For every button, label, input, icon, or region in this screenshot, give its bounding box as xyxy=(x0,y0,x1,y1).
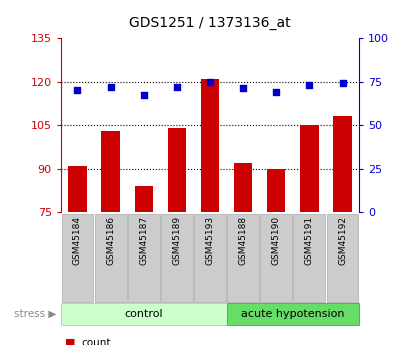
Text: GSM45184: GSM45184 xyxy=(73,216,82,265)
Bar xyxy=(135,186,153,212)
Bar xyxy=(102,131,120,212)
Text: GDS1251 / 1373136_at: GDS1251 / 1373136_at xyxy=(129,16,291,30)
Point xyxy=(306,82,313,88)
Text: count: count xyxy=(81,338,110,345)
Bar xyxy=(68,166,87,212)
Text: GSM45191: GSM45191 xyxy=(305,216,314,265)
Text: control: control xyxy=(124,309,163,319)
Point xyxy=(240,86,247,91)
Text: GSM45188: GSM45188 xyxy=(239,216,248,265)
Point xyxy=(207,79,213,84)
Bar xyxy=(234,163,252,212)
Text: acute hypotension: acute hypotension xyxy=(241,309,344,319)
Point xyxy=(74,87,81,93)
Text: GSM45186: GSM45186 xyxy=(106,216,115,265)
Point xyxy=(339,80,346,86)
Bar xyxy=(201,79,219,212)
Point xyxy=(140,93,147,98)
Point xyxy=(173,84,180,89)
Text: GSM45190: GSM45190 xyxy=(272,216,281,265)
Bar xyxy=(168,128,186,212)
Text: GSM45187: GSM45187 xyxy=(139,216,148,265)
Text: stress ▶: stress ▶ xyxy=(14,309,57,319)
Bar xyxy=(333,116,352,212)
Text: GSM45189: GSM45189 xyxy=(172,216,181,265)
Text: GSM45192: GSM45192 xyxy=(338,216,347,265)
Text: GSM45193: GSM45193 xyxy=(205,216,215,265)
Bar xyxy=(267,169,285,212)
Bar xyxy=(300,125,318,212)
Point xyxy=(107,84,114,89)
Point xyxy=(273,89,280,95)
Text: ■: ■ xyxy=(65,338,76,345)
